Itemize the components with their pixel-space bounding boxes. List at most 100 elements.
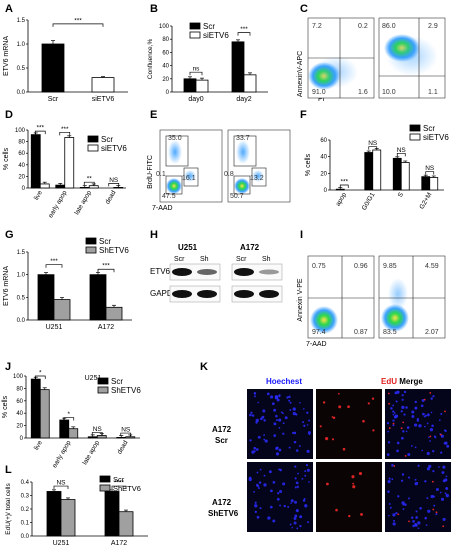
- micro-dot-3-16: [263, 474, 266, 477]
- micro-dot-2-65: [401, 405, 405, 410]
- A-ytick-label-3: 1.5: [17, 18, 26, 24]
- micro-dot-5-3: [397, 495, 400, 498]
- micro-dot-3-47: [248, 477, 252, 482]
- micro-dot-2-48: [433, 435, 436, 438]
- micro-dot-3-54: [279, 489, 283, 493]
- B-ytick-label-1: 20: [162, 77, 169, 83]
- B-sig-label-1: ***: [240, 26, 248, 33]
- micro-dot-5-18: [415, 510, 418, 513]
- micro-dot-3-51: [253, 490, 256, 493]
- micro-dot-3-7: [267, 516, 271, 520]
- micro-dot-3-30: [272, 519, 276, 523]
- micro-dot-2-4: [403, 413, 406, 416]
- micro-dot-1-0: [331, 438, 335, 441]
- micro-dot-0-14: [253, 450, 256, 453]
- J-sig-bracket-0: [34, 375, 46, 379]
- D-bar-1-1: [64, 137, 75, 189]
- F-ytick-label-0: 0: [324, 188, 328, 194]
- micro-dot-4-3: [360, 512, 363, 516]
- micro-dot-2-14: [432, 449, 435, 453]
- micro-dot-3-28: [269, 505, 273, 509]
- micro-dot-5-16: [388, 477, 391, 480]
- micro-dot-0-38: [253, 392, 257, 395]
- D-bar-2-1: [88, 185, 99, 189]
- F-xcat-0: apop: [335, 191, 348, 207]
- micro-dot-0-12: [281, 412, 284, 415]
- micro-dot-5-53: [389, 506, 392, 509]
- micro-dot-0-26: [293, 431, 297, 435]
- L-xcat-1: A172: [111, 540, 127, 547]
- micro-dot-5-7: [388, 514, 390, 517]
- blot-lane-scr-1: Scr: [174, 256, 185, 263]
- A-ylabel: ETV6 mRNA: [3, 36, 10, 76]
- micro-dot-0-37: [298, 401, 301, 404]
- micro-dot-3-2: [307, 521, 310, 524]
- micro-dot-1-13: [347, 405, 350, 409]
- flow-e-plot2-gate-s: [233, 135, 257, 167]
- J-bar-3-1: [125, 436, 136, 439]
- micro-dot-1-4: [322, 401, 326, 404]
- micro-dot-2-54: [387, 441, 391, 444]
- micro-dot-2-44: [414, 406, 418, 410]
- L-legend-swatch-1: [99, 484, 111, 492]
- blot-band-gapdh-u251-scr: [172, 290, 192, 298]
- B-bar-1-0: [231, 41, 245, 93]
- micro-nuclei: [248, 390, 450, 530]
- micro-dot-4-2: [326, 482, 329, 486]
- micro-dot-5-0: [392, 513, 396, 517]
- micro-dot-0-34: [302, 408, 305, 410]
- micro-dot-5-43: [442, 517, 446, 522]
- micro-dot-5-55: [440, 497, 445, 501]
- B-sig-bracket-0: [189, 71, 203, 76]
- micro-dot-1-10: [325, 437, 329, 441]
- micro-dot-4-6: [351, 475, 355, 479]
- flow-c-plot1-ll: 91.0: [312, 89, 326, 96]
- micro-dot-2-5: [396, 449, 399, 453]
- micro-dot-5-37: [435, 487, 439, 491]
- L-bar-0-1: [60, 499, 76, 537]
- micro-dot-2-18: [407, 453, 411, 457]
- flow-c-plot1-ul: 7.2: [312, 23, 322, 30]
- micro-dot-5-35: [439, 491, 442, 494]
- micro-dot-3-50: [306, 468, 310, 472]
- micro-reddot-2-9: [444, 410, 446, 413]
- micro-dot-1-9: [331, 416, 334, 418]
- micro-dot-2-23: [426, 422, 429, 425]
- J-bar-0-1: [39, 389, 50, 439]
- micro-dot-3-38: [276, 497, 280, 501]
- micro-dot-0-39: [298, 445, 301, 447]
- micro-dot-0-54: [255, 448, 259, 451]
- L-ylabel: EdU(+)/ total cells: [5, 483, 12, 535]
- micro-dot-0-46: [249, 439, 252, 442]
- micro-dot-0-21: [278, 418, 282, 422]
- flow-i-plot1-ll: 97.4: [312, 329, 326, 336]
- micro-col-hoechst: Hoechest: [266, 377, 302, 386]
- micro-dot-5-56: [401, 501, 405, 505]
- micro-dot-0-68: [306, 424, 309, 426]
- micro-dot-5-24: [393, 519, 396, 522]
- micro-dot-0-53: [303, 424, 306, 427]
- L-ytick-label-2: 0.2: [21, 507, 30, 513]
- J-legend-swatch-0: [97, 377, 109, 385]
- blot-band-etv6-u251-scr: [172, 268, 192, 276]
- micro-dot-2-33: [444, 429, 446, 432]
- micro-dot-3-56: [254, 510, 257, 513]
- J-bar-1-0: [59, 419, 70, 439]
- micro-dot-5-30: [425, 524, 428, 526]
- micro-dot-0-51: [266, 392, 270, 396]
- micro-dot-0-16: [284, 416, 288, 420]
- flow-e-plot2-g1: [234, 178, 250, 194]
- micro-dot-0-52: [275, 414, 278, 418]
- A-sig-bracket-0: [52, 23, 104, 27]
- micro-dot-5-42: [415, 516, 418, 519]
- J-ytick-label-4: 80: [16, 386, 23, 392]
- panel-label-h: H: [150, 229, 158, 241]
- J-sig-bracket-1: [63, 417, 75, 421]
- micro-dot-5-13: [419, 507, 422, 510]
- D-bar-3-1: [113, 187, 124, 189]
- F-sig-label-0: ***: [340, 179, 348, 186]
- micro-dot-2-61: [422, 412, 425, 416]
- J-ytick-label-5: 100: [13, 374, 24, 380]
- micro-reddot-2-5: [402, 421, 405, 424]
- micro-row1-line2: Scr: [215, 436, 228, 445]
